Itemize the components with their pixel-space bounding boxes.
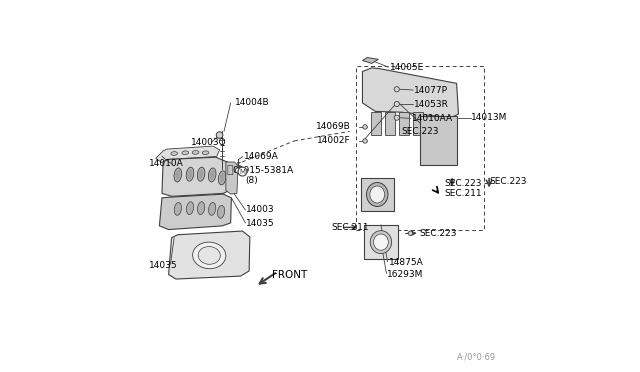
Ellipse shape <box>218 171 226 185</box>
Ellipse shape <box>198 169 204 179</box>
Ellipse shape <box>175 170 180 180</box>
Text: FRONT: FRONT <box>272 270 307 280</box>
Ellipse shape <box>174 202 181 215</box>
Ellipse shape <box>198 202 205 215</box>
Circle shape <box>236 168 241 173</box>
Ellipse shape <box>370 186 385 203</box>
Text: 14002F: 14002F <box>317 137 350 145</box>
Circle shape <box>408 231 413 235</box>
Polygon shape <box>362 68 458 118</box>
Circle shape <box>216 132 223 138</box>
Text: 16293M: 16293M <box>387 270 424 279</box>
Ellipse shape <box>209 168 216 182</box>
Text: 14053R: 14053R <box>414 100 449 109</box>
Text: A·/0°0·69: A·/0°0·69 <box>458 352 497 361</box>
Text: 14004B: 14004B <box>235 99 269 108</box>
Polygon shape <box>385 112 396 135</box>
Circle shape <box>363 139 367 143</box>
Ellipse shape <box>202 151 209 155</box>
Ellipse shape <box>220 173 225 183</box>
Polygon shape <box>162 157 232 196</box>
Ellipse shape <box>218 205 225 218</box>
Ellipse shape <box>188 169 193 179</box>
Polygon shape <box>371 112 381 135</box>
Text: 14077P: 14077P <box>414 86 448 94</box>
Ellipse shape <box>198 247 220 264</box>
Text: 14003: 14003 <box>246 205 275 215</box>
Text: 14013M: 14013M <box>472 113 508 122</box>
Ellipse shape <box>186 167 194 181</box>
Text: 14003Q: 14003Q <box>191 138 227 147</box>
Polygon shape <box>420 116 456 164</box>
Polygon shape <box>168 231 250 279</box>
Text: SEC.223: SEC.223 <box>420 230 457 238</box>
Circle shape <box>394 87 399 92</box>
Polygon shape <box>156 146 220 163</box>
Circle shape <box>394 102 399 107</box>
Ellipse shape <box>171 152 177 155</box>
Text: 14035: 14035 <box>246 219 275 228</box>
Circle shape <box>363 125 367 129</box>
Text: (8): (8) <box>245 176 258 185</box>
Ellipse shape <box>182 151 189 155</box>
Text: SEC.211: SEC.211 <box>445 189 483 198</box>
Text: 14069A: 14069A <box>244 152 278 161</box>
Polygon shape <box>159 194 232 230</box>
Ellipse shape <box>209 202 216 215</box>
Ellipse shape <box>186 202 194 215</box>
Text: SEC.223: SEC.223 <box>445 179 483 187</box>
Text: 14010A: 14010A <box>149 159 184 169</box>
Text: ⓜ: ⓜ <box>226 166 233 176</box>
Ellipse shape <box>374 234 388 250</box>
Ellipse shape <box>370 231 392 254</box>
Ellipse shape <box>197 167 205 181</box>
Bar <box>360 178 394 211</box>
Text: 14069B: 14069B <box>316 122 350 131</box>
Ellipse shape <box>174 168 182 182</box>
Ellipse shape <box>193 242 226 269</box>
Text: SEC.211: SEC.211 <box>331 223 369 232</box>
Text: SEC.223: SEC.223 <box>401 127 439 136</box>
Text: 14875A: 14875A <box>389 258 424 267</box>
Bar <box>364 225 397 259</box>
Circle shape <box>238 167 247 176</box>
Text: 14005E: 14005E <box>390 62 424 72</box>
Polygon shape <box>362 58 378 63</box>
Text: M: M <box>239 169 246 174</box>
Ellipse shape <box>192 151 199 154</box>
Ellipse shape <box>210 170 214 180</box>
Text: 14035: 14035 <box>149 261 178 270</box>
Text: 14010AA: 14010AA <box>412 114 452 123</box>
Polygon shape <box>413 112 424 135</box>
Polygon shape <box>226 162 238 194</box>
Circle shape <box>394 115 399 120</box>
Polygon shape <box>399 112 410 135</box>
Text: 08915-5381A: 08915-5381A <box>232 166 293 175</box>
Text: SEC.223: SEC.223 <box>490 177 527 186</box>
Ellipse shape <box>367 183 388 206</box>
